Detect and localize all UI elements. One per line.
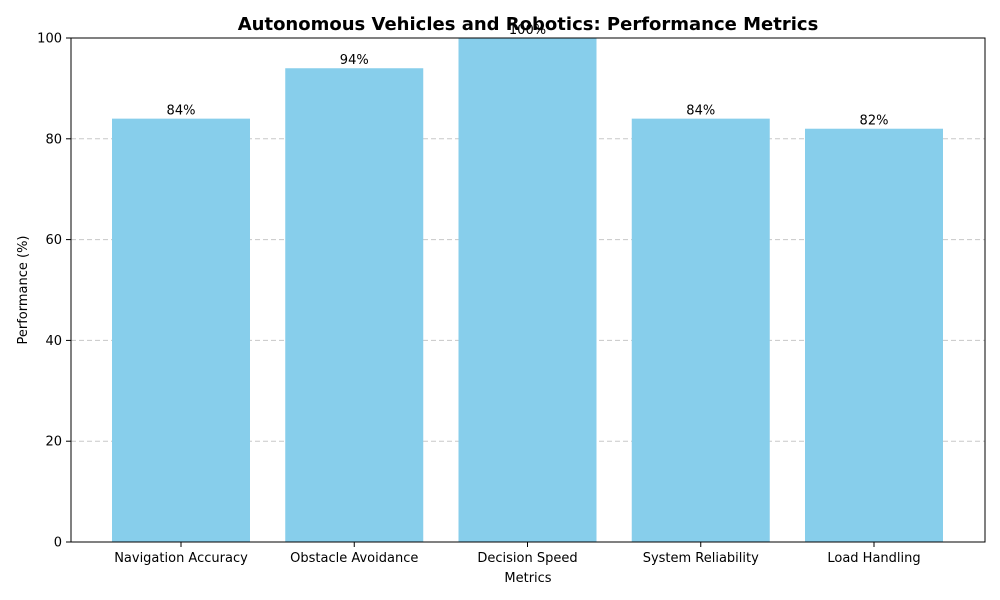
y-axis-label: Performance (%): [16, 235, 31, 344]
x-tick-label: Decision Speed: [477, 551, 577, 566]
x-tick-label: Navigation Accuracy: [114, 551, 248, 566]
x-axis-label: Metrics: [504, 571, 551, 586]
x-tick-label: System Reliability: [643, 551, 759, 566]
bar: [631, 118, 770, 542]
bar: [285, 68, 424, 543]
y-tick-label: 80: [45, 132, 62, 147]
bar-value-label: 84%: [167, 104, 196, 119]
bar-value-label: 84%: [686, 104, 715, 119]
bar-value-label: 82%: [860, 114, 889, 129]
y-axis: 0 20 40 60 80 100: [37, 32, 71, 551]
bar: [805, 128, 943, 542]
bar: [112, 118, 250, 542]
y-tick-label: 40: [45, 334, 62, 349]
x-axis: Navigation Accuracy Obstacle Avoidance Dec…: [114, 542, 921, 566]
bar-layer: [112, 38, 943, 543]
y-tick-label: 20: [45, 435, 62, 450]
bar-value-label: 94%: [340, 53, 369, 68]
x-tick-label: Load Handling: [827, 551, 920, 566]
y-tick-label: 60: [45, 233, 62, 248]
chart-title: Autonomous Vehicles and Robotics: Perfor…: [238, 14, 819, 35]
bar: [458, 38, 597, 542]
y-tick-label: 100: [37, 32, 62, 47]
x-tick-label: Obstacle Avoidance: [290, 551, 418, 566]
data-labels: 84% 94% 100% 84% 82%: [167, 23, 889, 129]
y-tick-label: 0: [54, 536, 62, 551]
bar-value-label: 100%: [509, 23, 546, 38]
